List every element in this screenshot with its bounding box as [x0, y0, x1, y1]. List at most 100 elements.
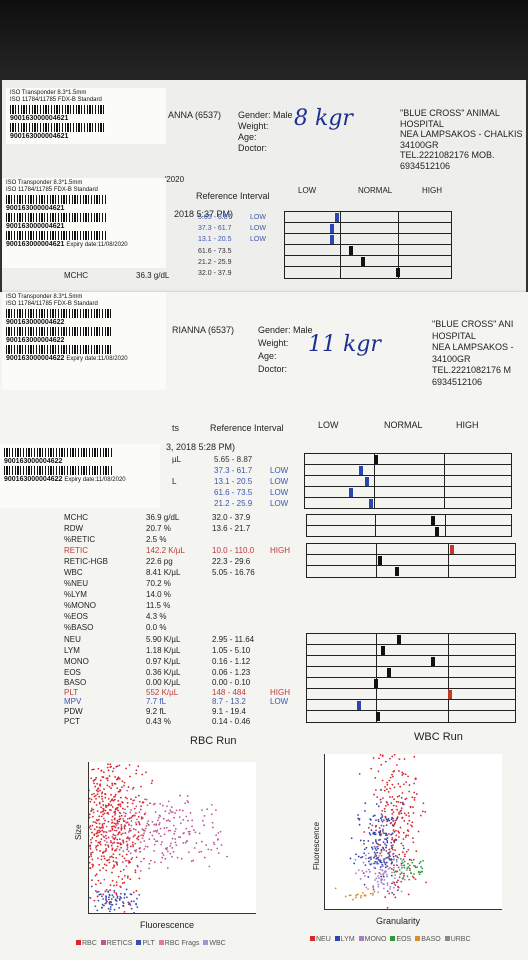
scatter-point — [392, 855, 395, 858]
scatter-point — [410, 824, 412, 827]
scatter-point — [157, 816, 160, 819]
scatter-point — [87, 896, 90, 899]
scatter-point — [112, 866, 114, 869]
scatter-point — [403, 758, 406, 760]
scatter-point — [98, 829, 100, 832]
legend-item: WBC — [203, 940, 226, 947]
scatter-point — [124, 808, 126, 811]
scatter-point — [379, 798, 382, 801]
scatter-point — [106, 784, 109, 787]
scatter-point — [108, 785, 111, 788]
scatter-point — [143, 840, 146, 842]
scatter-point — [392, 853, 394, 856]
scatter-point — [136, 906, 139, 909]
scatter-point — [405, 850, 408, 853]
scatter-point — [381, 810, 384, 812]
scatter-point — [115, 847, 118, 850]
ref-range: 148 - 484 — [212, 688, 246, 697]
scatter-point — [401, 771, 404, 774]
scatter-point — [391, 832, 394, 835]
normal-header: NORMAL — [358, 186, 393, 195]
scatter-point — [130, 809, 132, 811]
scatter-point — [114, 826, 117, 829]
range-divider — [444, 487, 446, 497]
analyte-value: 2.5 % — [146, 535, 167, 544]
iso-line: ISO 11784/11785 FDX-B Standard — [10, 97, 102, 103]
range-divider — [340, 223, 342, 233]
hospital-address: "BLUE CROSS" ANIMAL HOSPITAL NEA LAMPSAKOS… — [400, 108, 523, 171]
scatter-point — [95, 822, 98, 825]
scatter-point — [365, 857, 367, 860]
scatter-point — [184, 841, 187, 844]
scatter-point — [394, 884, 397, 887]
scatter-point — [395, 860, 398, 863]
scatter-point — [161, 852, 164, 854]
scatter-point — [174, 838, 177, 840]
legend-swatch-icon — [203, 940, 209, 945]
age-label: Age: — [238, 132, 257, 142]
scatter-point — [169, 809, 172, 812]
scatter-point — [382, 872, 385, 875]
scatter-point — [408, 858, 411, 861]
scatter-point — [100, 795, 103, 798]
scatter-point — [91, 793, 93, 796]
scatter-point — [115, 903, 118, 906]
scatter-point — [128, 829, 131, 832]
mchc-value: 36.3 g/dL — [136, 271, 170, 280]
legend-swatch-icon — [76, 940, 81, 945]
scatter-point — [174, 841, 177, 844]
scatter-point — [118, 803, 120, 806]
scatter-point — [390, 844, 393, 847]
scatter-point — [160, 861, 162, 864]
normal-header: NORMAL — [384, 420, 423, 430]
flag: LOW — [270, 488, 289, 497]
scatter-point — [375, 862, 378, 865]
scatter-point — [126, 846, 129, 849]
scatter-point — [116, 845, 119, 848]
analyte-name: RETIC-HGB — [64, 557, 108, 566]
scatter-point — [114, 775, 116, 778]
scatter-point — [103, 830, 106, 833]
scatter-point — [384, 760, 387, 763]
scatter-point — [380, 878, 383, 880]
scatter-point — [374, 776, 377, 779]
scatter-point — [392, 881, 395, 883]
range-divider — [444, 476, 446, 486]
scatter-point — [377, 820, 380, 823]
scatter-point — [99, 843, 102, 846]
scatter-point — [114, 808, 117, 811]
scatter-point — [391, 813, 394, 815]
ref-range: 37.3 - 61.7 — [198, 225, 232, 233]
scatter-point — [100, 858, 103, 861]
scatter-point — [98, 815, 101, 818]
chip-code: 900163000004621 — [10, 133, 69, 140]
scatter-point — [354, 896, 357, 899]
range-divider — [376, 667, 378, 677]
range-marker — [335, 213, 340, 222]
range-row — [307, 566, 515, 577]
scatter-point — [408, 864, 411, 867]
scatter-point — [403, 860, 406, 863]
iso-line: ISO Transponder 8.3*1.5mm — [6, 294, 83, 300]
scatter-point — [368, 832, 371, 834]
scatter-point — [121, 882, 124, 885]
chip-code: 900163000004622 — [6, 355, 65, 362]
scatter-point — [368, 868, 370, 871]
scatter-point — [124, 825, 127, 827]
scatter-point — [389, 866, 391, 869]
scatter-point — [125, 767, 127, 770]
scatter-point — [417, 830, 420, 833]
scatter-point — [193, 847, 196, 849]
scatter-point — [121, 839, 124, 842]
scatter-point — [138, 877, 141, 880]
scatter-point — [203, 824, 206, 827]
range-divider — [444, 498, 446, 509]
scatter-point — [116, 895, 119, 898]
ref-range: 37.3 - 61.7 — [214, 466, 253, 475]
scatter-point — [400, 796, 403, 799]
scatter-point — [392, 893, 395, 896]
scatter-point — [90, 841, 93, 844]
scatter-point — [138, 823, 141, 826]
scatter-point — [385, 861, 388, 864]
scatter-point — [105, 841, 108, 844]
